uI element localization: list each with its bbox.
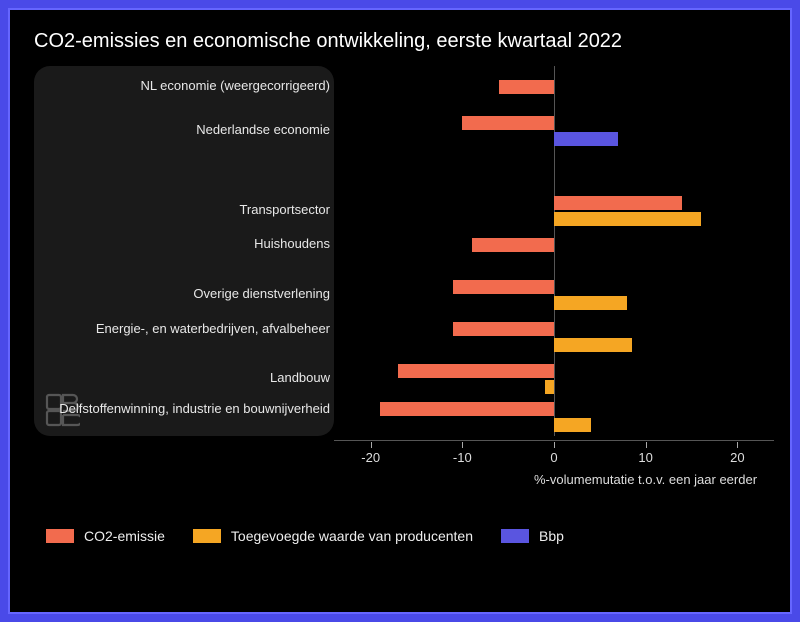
bars-layer: NL economie (weergecorrigeerd) Nederlands…: [34, 66, 774, 436]
legend-swatch: [501, 529, 529, 543]
co2-bar: [472, 238, 555, 252]
co2-bar: [453, 322, 554, 336]
co2-bar: [499, 80, 554, 94]
category-label: Huishoudens: [50, 237, 330, 252]
x-tick-label: 0: [550, 450, 557, 465]
category-label: Delfstoffenwinning, industrie en bouwnij…: [50, 402, 330, 417]
x-tick: [371, 442, 372, 448]
legend-item-bbp: Bbp: [501, 528, 564, 544]
category-label: Landbouw: [50, 371, 330, 386]
x-tick-label: 10: [638, 450, 652, 465]
legend-item-co2: CO2-emissie: [46, 528, 165, 544]
co2-bar: [453, 280, 554, 294]
toegevoegde_waarde-bar: [554, 212, 701, 226]
chart-title: CO2-emissies en economische ontwikkeling…: [34, 28, 766, 54]
toegevoegde_waarde-bar: [554, 338, 632, 352]
x-axis-line: [334, 440, 774, 441]
legend-label: Bbp: [539, 528, 564, 544]
x-axis-label: %-volumemutatie t.o.v. een jaar eerder: [534, 472, 757, 487]
co2-bar: [462, 116, 554, 130]
bbp-bar: [554, 132, 618, 146]
toegevoegde_waarde-bar: [545, 380, 554, 394]
x-tick: [462, 442, 463, 448]
x-tick: [646, 442, 647, 448]
zero-axis-line: [554, 66, 555, 436]
legend-swatch: [193, 529, 221, 543]
plot-area: NL economie (weergecorrigeerd) Nederlands…: [34, 66, 774, 436]
co2-bar: [380, 402, 554, 416]
co2-bar: [398, 364, 554, 378]
co2-bar: [554, 196, 682, 210]
legend-item-toegevoegde_waarde: Toegevoegde waarde van producenten: [193, 528, 473, 544]
x-tick-label: -10: [453, 450, 472, 465]
legend-swatch: [46, 529, 74, 543]
legend-label: Toegevoegde waarde van producenten: [231, 528, 473, 544]
category-label: Transportsector: [50, 203, 330, 218]
x-axis: %-volumemutatie t.o.v. een jaar eerder -…: [34, 440, 774, 490]
legend-label: CO2-emissie: [84, 528, 165, 544]
x-tick-label: 20: [730, 450, 744, 465]
x-tick: [737, 442, 738, 448]
toegevoegde_waarde-bar: [554, 296, 627, 310]
category-label: Overige dienstverlening: [50, 287, 330, 302]
legend: CO2-emissie Toegevoegde waarde van produc…: [46, 528, 766, 544]
category-label: NL economie (weergecorrigeerd): [50, 79, 330, 94]
x-tick: [554, 442, 555, 448]
x-tick-label: -20: [361, 450, 380, 465]
category-label: Energie-, en waterbedrijven, afvalbeheer: [50, 322, 330, 337]
toegevoegde_waarde-bar: [554, 418, 591, 432]
chart-frame: CO2-emissies en economische ontwikkeling…: [8, 8, 792, 614]
category-label: Nederlandse economie: [50, 123, 330, 138]
